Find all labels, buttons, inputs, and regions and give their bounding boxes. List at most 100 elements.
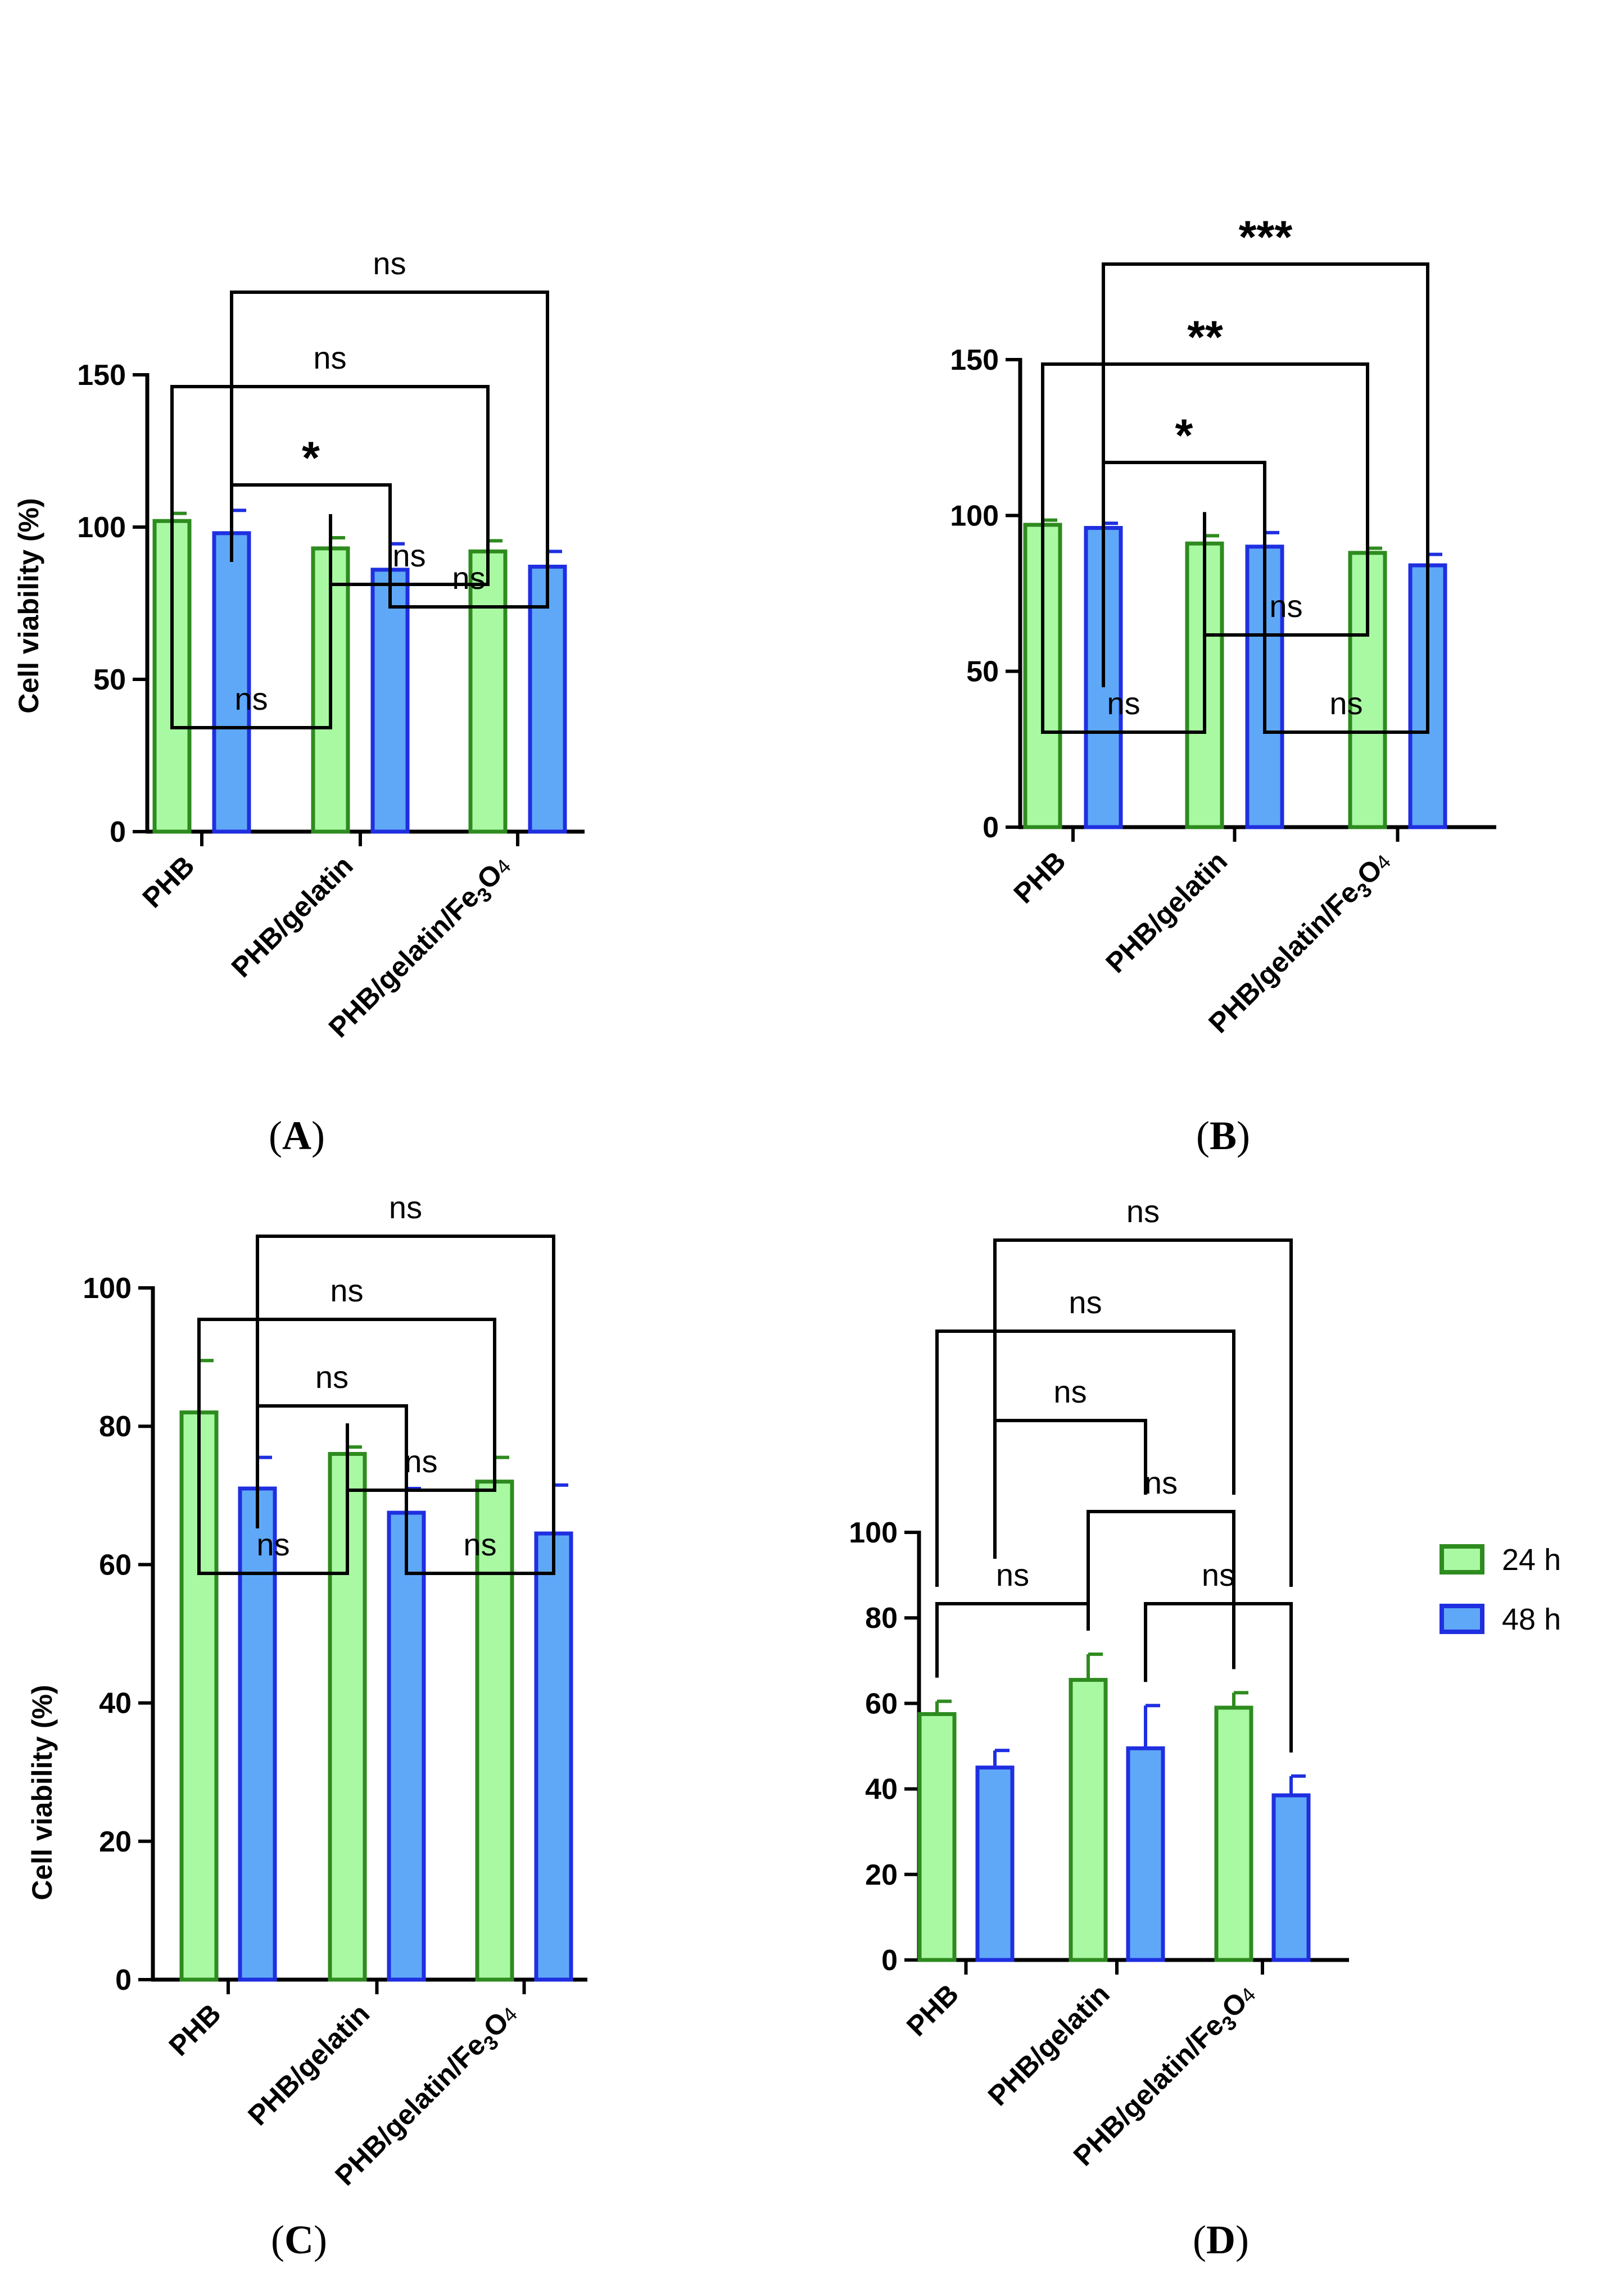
significance-label: ns [234, 681, 268, 716]
y-tick-label: 0 [983, 811, 999, 844]
significance-label: ns [452, 560, 485, 596]
significance-bracket [1144, 1602, 1293, 1753]
significance-bracket [1102, 461, 1266, 687]
x-tick-label: PHB/gelatin [982, 1978, 1116, 2112]
significance-label: ** [1187, 312, 1223, 363]
y-tick-label: 150 [950, 344, 999, 376]
significance-bracket [935, 1329, 1235, 1587]
significance-label: ns [1107, 686, 1140, 721]
panel-label-c: (C) [271, 2217, 327, 2262]
significance-label: ns [313, 340, 346, 375]
y-tick-label: 80 [99, 1410, 132, 1443]
y-tick-label: 0 [881, 1944, 898, 1977]
significance-label: ns [463, 1527, 496, 1562]
bar [238, 1486, 277, 1982]
bar [1126, 1746, 1165, 1962]
panel-label-d: (D) [1193, 2217, 1249, 2262]
bar [1271, 1793, 1311, 1962]
y-tick-label: 100 [83, 1272, 132, 1305]
significance-bracket [230, 291, 549, 590]
y-tick-label: 150 [77, 359, 126, 392]
significance-label: ns [315, 1359, 348, 1395]
significance-label: ns [1069, 1285, 1102, 1320]
y-tick-label: 50 [93, 664, 126, 696]
significance-bracket [935, 1602, 1090, 1678]
significance-bracket [230, 483, 392, 568]
y-tick-label: 60 [99, 1549, 132, 1581]
y-tick-label: 100 [950, 500, 999, 532]
bar [212, 531, 251, 834]
significance-bracket [256, 1235, 555, 1557]
panel-label-b: (B) [1196, 1113, 1250, 1158]
y-tick-label: 0 [110, 816, 126, 848]
legend-label-24h: 24 h [1502, 1543, 1561, 1577]
y-tick-label: 40 [99, 1687, 132, 1720]
plot-area: 0 50 100 150 PHB PHB/gelatinPHB/gelatin/Fe3O4… [77, 246, 585, 1047]
significance-label: ns [389, 1190, 422, 1225]
y-tick-label: 80 [865, 1602, 898, 1635]
y-tick-label: 60 [865, 1687, 898, 1720]
x-tick-label: PHB/gelatin [225, 850, 359, 983]
bar [1214, 1705, 1253, 1962]
significance-label: ns [1202, 1557, 1235, 1592]
significance-label: ns [256, 1527, 289, 1562]
legend-swatch-24h [1439, 1544, 1484, 1574]
significance-label: ns [373, 246, 406, 281]
panel-c-chart: Cell viability (%) (C) 0 20 40 60 80 100 PHB PH… [26, 1190, 587, 2262]
legend-swatch-48h [1439, 1604, 1484, 1634]
plot-area: 0 50 100 150 PHB PHB/gelatinPHB/gelatin/Fe3O4… [950, 212, 1496, 1039]
significance-label: ns [1329, 686, 1362, 721]
significance-bracket [1087, 1510, 1235, 1669]
bar [917, 1712, 957, 1962]
bar [1348, 551, 1387, 829]
x-tick-label: PHB [900, 1978, 965, 2042]
significance-bracket [993, 1238, 1293, 1587]
bar [370, 568, 410, 834]
bar [528, 564, 567, 834]
legend: 24 h 48 h [1439, 1543, 1561, 1636]
significance-bracket [197, 1318, 496, 1557]
x-tick-label: PHB/gelatin [1099, 845, 1233, 979]
significance-bracket [1041, 362, 1369, 715]
y-axis-label: Cell viability (%) [26, 1685, 58, 1900]
x-tick-label: PHB [163, 1998, 227, 2062]
significance-label: * [302, 433, 320, 484]
x-tick-label: PHB/gelatin [242, 1998, 375, 2131]
bar [534, 1531, 573, 1982]
y-axis-label: Cell viability (%) [13, 498, 44, 713]
significance-label: ns [996, 1557, 1029, 1592]
significance-label: ns [330, 1273, 363, 1308]
significance-label: ns [1269, 588, 1302, 624]
significance-label: ns [1144, 1465, 1178, 1500]
panel-label-a: (A) [269, 1113, 325, 1158]
significance-bracket [1102, 262, 1429, 715]
significance-label: *** [1239, 212, 1293, 263]
significance-label: ns [1053, 1374, 1087, 1409]
legend-label-48h: 48 h [1502, 1603, 1561, 1636]
significance-label: ns [1126, 1194, 1160, 1229]
y-tick-label: 0 [115, 1964, 132, 1996]
y-tick-label: 50 [966, 656, 999, 688]
bar [975, 1766, 1015, 1962]
panel-b-chart: (B) 0 50 100 150 PHB PHB/gelatinPHB/gelatin/F… [950, 212, 1496, 1158]
significance-label: ns [392, 538, 425, 573]
bar [387, 1510, 426, 1982]
x-tick-label: PHB [1008, 845, 1072, 909]
significance-bracket [256, 1404, 408, 1528]
bar [468, 549, 508, 834]
significance-label: * [1175, 410, 1193, 461]
x-tick-label: PHB [137, 850, 201, 914]
y-tick-label: 20 [99, 1826, 132, 1858]
bar [1069, 1678, 1108, 1962]
panel-a-chart: Cell viability (%) (A) 0 50 100 150 PHB PHB/g… [13, 246, 585, 1158]
significance-bracket [170, 385, 490, 711]
y-tick-label: 100 [849, 1517, 898, 1549]
x-tick-label: PHB/gelatin/Fe3O4 [323, 850, 520, 1047]
significance-bracket [993, 1419, 1147, 1559]
y-tick-label: 20 [865, 1859, 898, 1891]
y-tick-label: 100 [77, 511, 126, 544]
